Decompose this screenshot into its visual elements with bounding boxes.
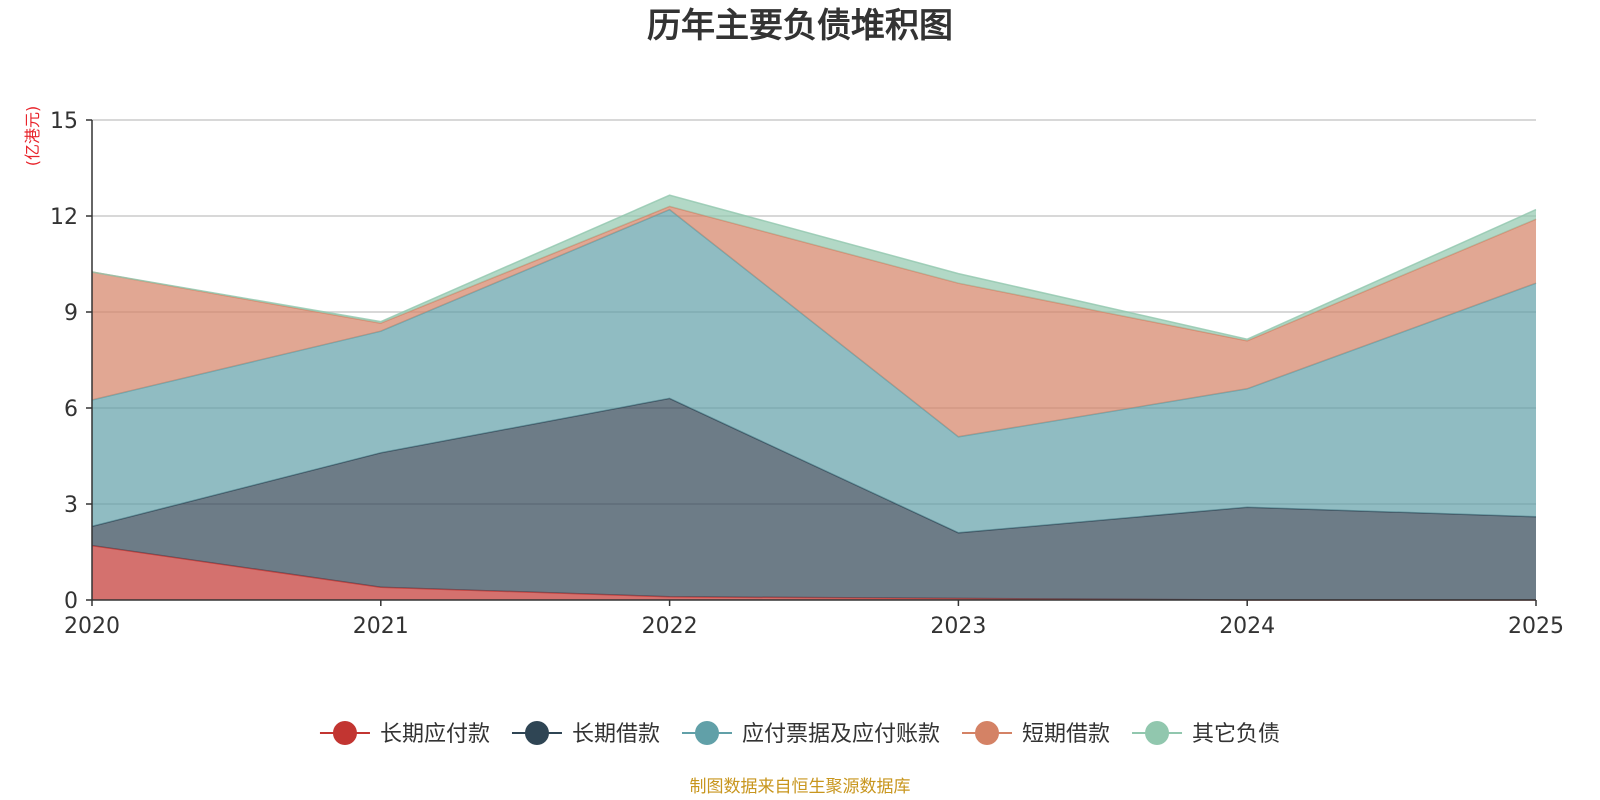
legend-label-3: 应付票据及应付账款: [742, 722, 940, 747]
legend-label-1: 长期应付款: [380, 722, 490, 747]
legend-item-4: 短期借款: [962, 721, 1110, 747]
x-tick-label-2023: 2023: [930, 614, 986, 639]
legend-swatch-dot-1: [332, 721, 357, 745]
axes: 0 3 6 9 12 15 2020 2021 2022 2023 2024 2025: [50, 109, 1564, 639]
y-tick-label-15: 15: [50, 109, 78, 134]
legend-item-2: 长期借款: [511, 721, 660, 747]
chart-title: 历年主要负债堆积图: [647, 6, 953, 46]
line-5: [91, 194, 1537, 340]
y-tick-label-12: 12: [50, 205, 78, 230]
y-tick-label-0: 0: [64, 589, 78, 614]
y-axis-unit-label: (亿港元): [23, 106, 42, 167]
y-tick-label-6: 6: [64, 397, 78, 422]
legend-swatch-dot-5: [1145, 721, 1170, 745]
legend-label-2: 长期借款: [572, 722, 660, 747]
legend-label-5: 其它负债: [1192, 722, 1280, 747]
data-source-note: 制图数据来自恒生聚源数据库: [690, 777, 911, 797]
legend-swatch-dot-2: [524, 721, 549, 745]
x-tick-label-2024: 2024: [1219, 614, 1275, 639]
legend-item-1: 长期应付款: [319, 721, 490, 747]
x-tick-label-2022: 2022: [642, 614, 698, 639]
area-2: [92, 398, 1536, 600]
legend-item-3: 应付票据及应付账款: [681, 721, 940, 747]
legend-swatch-dot-3: [694, 721, 719, 745]
x-tick-label-2021: 2021: [353, 614, 409, 639]
legend-label-4: 短期借款: [1022, 722, 1110, 747]
y-tick-label-9: 9: [64, 301, 78, 326]
x-tick-label-2025: 2025: [1508, 614, 1564, 639]
x-tick-label-2020: 2020: [64, 614, 120, 639]
y-tick-label-3: 3: [64, 493, 78, 518]
legend-swatch-dot-4: [975, 721, 1000, 745]
area-3: [92, 209, 1536, 533]
legend-item-5: 其它负债: [1132, 721, 1280, 747]
legend: 长期应付款 长期借款 应付票据及应付账款 短期借款 其它负债: [319, 721, 1280, 747]
area-4: [92, 206, 1536, 437]
area-1: [92, 545, 1536, 600]
area-series-group: [91, 194, 1537, 601]
